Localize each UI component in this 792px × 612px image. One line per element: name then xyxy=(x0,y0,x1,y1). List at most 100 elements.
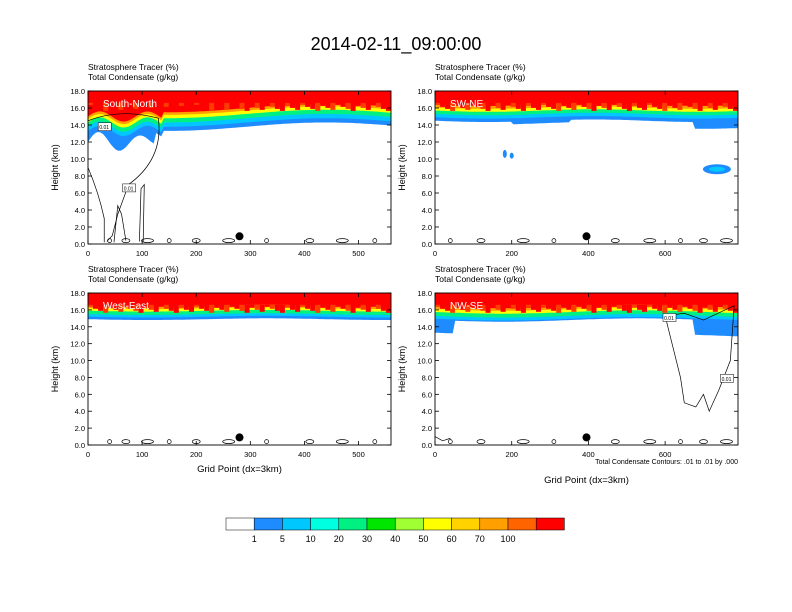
panel-subtitle-tracer: Stratosphere Tracer (%) xyxy=(435,62,526,72)
tracer-streak xyxy=(551,304,557,311)
tracer-streak xyxy=(370,304,376,307)
tracer-streak xyxy=(204,102,210,109)
tracer-streak xyxy=(601,102,607,108)
tracer-streak xyxy=(355,102,361,106)
condensate-contour xyxy=(166,439,172,444)
y-tick-label: 6.0 xyxy=(422,390,432,399)
contour-label-box xyxy=(97,122,112,131)
colorbar-label: 1 xyxy=(252,534,257,544)
tracer-streak xyxy=(440,304,446,309)
tracer-streak xyxy=(727,102,733,109)
condensate-contour xyxy=(121,439,131,444)
x-tick-label: 400 xyxy=(582,450,595,459)
tracer-streak xyxy=(500,304,506,312)
tracer-streak xyxy=(173,304,179,313)
contour-label: 0.01 xyxy=(664,316,674,322)
tracer-streak xyxy=(385,102,391,111)
tracer-streak xyxy=(88,102,93,105)
tracer-streak xyxy=(480,304,486,311)
tracer-streak xyxy=(445,304,451,311)
tracer-streak xyxy=(591,102,597,111)
tracer-streak xyxy=(606,102,612,110)
x-tick-label: 200 xyxy=(505,450,518,459)
panel-label: SW-NE xyxy=(450,99,483,110)
condensate-contour xyxy=(678,439,683,444)
tracer-streak xyxy=(259,304,265,312)
tracer-streak xyxy=(515,304,521,311)
condensate-contour xyxy=(335,439,349,444)
tracer-streak xyxy=(536,102,541,110)
tracer-streak xyxy=(194,304,200,307)
tracer-streak xyxy=(133,304,139,311)
tracer-streak xyxy=(460,304,466,310)
condensate-contour xyxy=(141,238,154,243)
tracer-streak xyxy=(305,102,311,107)
tracer-streak xyxy=(330,102,336,110)
tracer-streak xyxy=(158,304,164,307)
location-marker xyxy=(235,232,244,241)
y-tick-label: 2.0 xyxy=(75,424,85,433)
y-tick-label: 16.0 xyxy=(417,306,432,315)
tracer-streak xyxy=(219,102,225,108)
tracer-streak xyxy=(611,304,617,307)
tracer-field xyxy=(88,293,391,444)
tracer-streak xyxy=(687,102,693,107)
panel-2: Stratosphere Tracer (%)Total Condensate … xyxy=(397,62,739,258)
colorbar-swatch xyxy=(423,517,452,531)
tracer-streak xyxy=(525,304,531,308)
tracer-streak xyxy=(475,304,481,309)
tracer-streak xyxy=(133,102,139,109)
tracer-streak xyxy=(616,102,622,107)
tracer-streak xyxy=(209,304,215,313)
condensate-contour xyxy=(372,238,378,243)
colorbar-swatch xyxy=(225,517,255,531)
x-tick-label: 200 xyxy=(190,249,203,258)
tracer-streak xyxy=(475,102,481,107)
tracer-streak xyxy=(531,102,536,108)
condensate-contour xyxy=(516,238,530,243)
tracer-blob xyxy=(708,166,725,172)
tracer-streak xyxy=(717,304,723,307)
condensate-contour xyxy=(335,238,349,243)
tracer-streak xyxy=(576,102,582,105)
tracer-streak xyxy=(541,304,546,307)
tracer-streak xyxy=(214,304,220,308)
x-tick-label: 400 xyxy=(298,249,311,258)
colorbar-swatch xyxy=(507,517,537,531)
panel-subtitle-condensate: Total Condensate (g/kg) xyxy=(88,274,178,284)
tracer-streak xyxy=(98,102,104,109)
colorbar-label: 10 xyxy=(306,534,316,544)
condensate-contours xyxy=(88,113,378,243)
tracer-band xyxy=(88,293,391,307)
tracer-streak xyxy=(495,304,501,310)
tracer-streak xyxy=(234,304,240,309)
tracer-streak xyxy=(621,102,627,109)
tracer-streak xyxy=(305,304,311,309)
contour-label: 0.01 xyxy=(722,377,732,383)
tracer-streak xyxy=(98,304,104,311)
y-tick-label: 10.0 xyxy=(417,155,432,164)
tracer-streak xyxy=(340,102,346,107)
tracer-streak xyxy=(290,102,295,108)
tracer-streak xyxy=(249,304,255,308)
condensate-contour xyxy=(372,439,378,444)
tracer-streak xyxy=(300,102,306,105)
tracer-streak xyxy=(465,102,471,110)
contour-label-box xyxy=(720,374,734,383)
tracer-streak xyxy=(677,102,683,110)
tracer-streak xyxy=(103,304,109,313)
tracer-field xyxy=(435,293,738,444)
tracer-streak xyxy=(285,102,290,106)
tracer-streak xyxy=(249,102,255,106)
tracer-streak xyxy=(652,304,658,309)
tracer-streak xyxy=(365,102,371,110)
tracer-streak xyxy=(606,304,612,312)
tracer-streak xyxy=(596,304,602,308)
tracer-streak xyxy=(345,304,351,311)
y-axis-label: Height (km) xyxy=(50,144,60,191)
tracer-streak xyxy=(88,304,93,307)
tracer-streak xyxy=(490,304,496,308)
tracer-streak xyxy=(485,102,491,111)
tracer-streak xyxy=(626,304,632,313)
